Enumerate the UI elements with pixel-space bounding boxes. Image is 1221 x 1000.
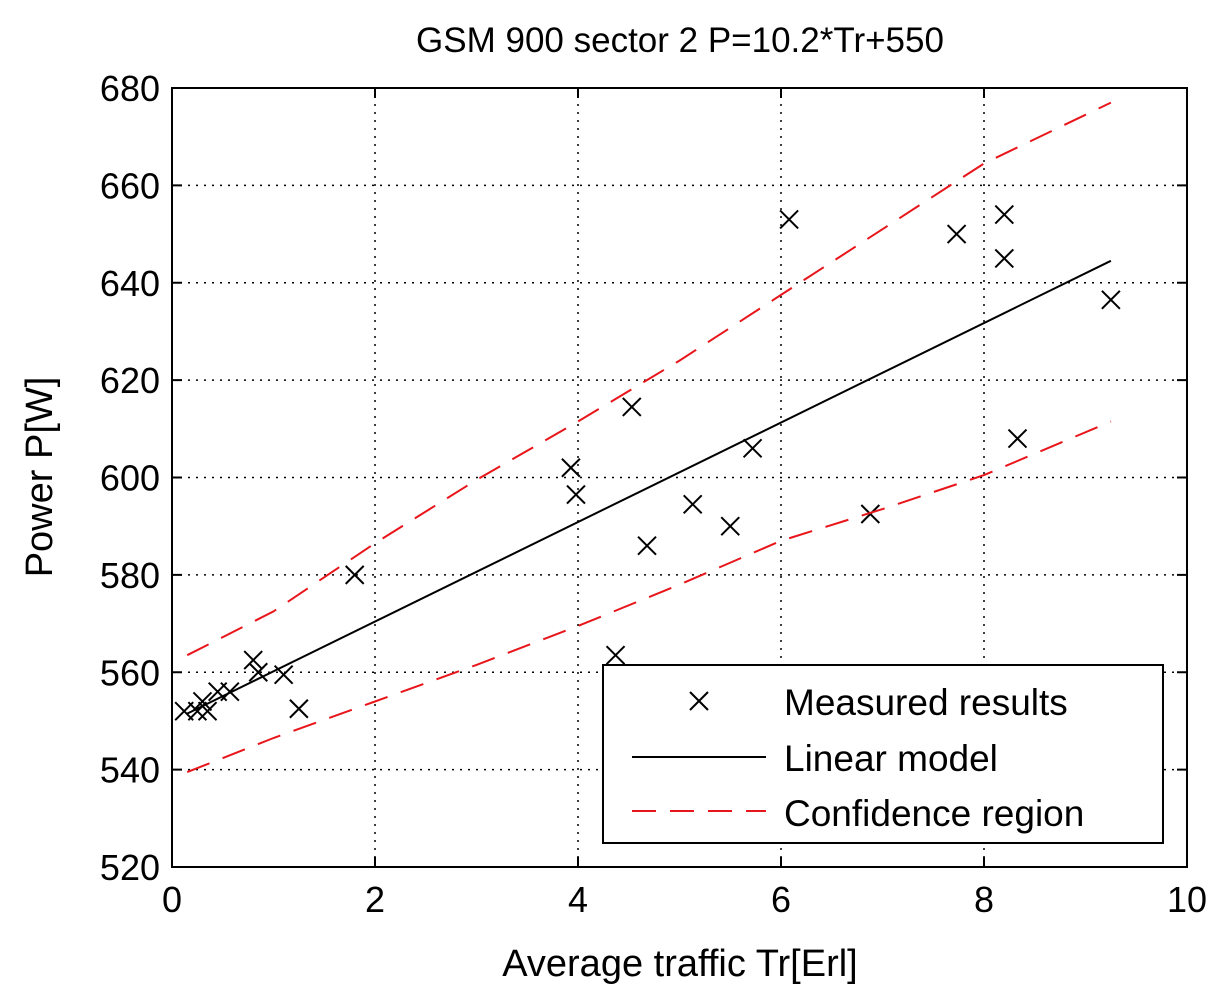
measured-point	[994, 204, 1015, 225]
measured-point	[682, 494, 703, 514]
measured-point	[344, 565, 365, 585]
axis-ticks	[171, 87, 1188, 868]
x-tick-labels: 0 2 4 6 8 10	[162, 879, 1207, 920]
measured-point	[742, 438, 763, 458]
measured-point	[566, 484, 586, 505]
measured-point	[946, 224, 967, 244]
measured-point	[860, 504, 881, 524]
measured-point	[197, 701, 218, 721]
measured-point	[1101, 290, 1121, 310]
measured-point	[994, 248, 1015, 269]
measured-point	[243, 650, 263, 670]
measured-point	[248, 662, 268, 682]
measured-point	[622, 397, 642, 417]
x-axis-label: Average traffic Tr[Erl]	[502, 943, 858, 985]
measured-point	[289, 699, 309, 719]
measured-point	[720, 516, 740, 536]
measured-point	[605, 645, 626, 665]
legend-box	[602, 664, 1164, 844]
measured-point	[779, 209, 799, 230]
measured-point	[192, 691, 213, 712]
y-tick-label: 600	[100, 458, 160, 499]
x-tick-label: 4	[568, 879, 588, 920]
legend-label-measured: Measured results	[784, 682, 1068, 723]
y-tick-label: 640	[100, 263, 160, 304]
measured-point	[1007, 428, 1028, 449]
confidence-upper-line	[186, 101, 1112, 657]
y-tick-label: 560	[100, 652, 160, 693]
y-axis-label: Power P[W]	[19, 377, 61, 578]
x-tick-label: 2	[365, 879, 385, 920]
x-tick-label: 6	[771, 879, 791, 920]
legend-measured-marker	[689, 691, 709, 711]
legend-label-linear: Linear model	[784, 738, 998, 779]
y-tick-label: 580	[100, 555, 160, 596]
legend: Measured results Linear model Confidence…	[602, 664, 1164, 844]
legend-label-confidence: Confidence region	[784, 793, 1084, 834]
confidence-lower-line	[186, 420, 1112, 774]
measured-point	[637, 535, 657, 556]
linear-model-line	[186, 259, 1112, 715]
data-series	[174, 101, 1121, 774]
x-tick-label: 0	[162, 879, 182, 920]
y-tick-label: 540	[100, 750, 160, 791]
y-tick-label: 520	[100, 847, 160, 888]
x-tick-label: 8	[974, 879, 994, 920]
y-tick-label: 660	[100, 165, 160, 206]
x-tick-label: 10	[1167, 879, 1207, 920]
y-tick-label: 620	[100, 360, 160, 401]
measured-point	[561, 458, 581, 478]
y-tick-labels: 520 540 560 580 600 620 640 660 680	[100, 68, 160, 888]
chart-title: GSM 900 sector 2 P=10.2*Tr+550	[416, 21, 944, 60]
y-tick-label: 680	[100, 68, 160, 109]
